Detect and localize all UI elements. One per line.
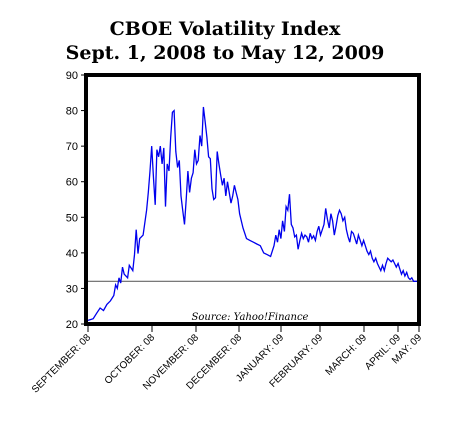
y-tick-label: 60 <box>66 177 78 189</box>
y-tick-label: 20 <box>66 319 78 331</box>
y-tick-label: 40 <box>66 248 78 260</box>
chart-title: CBOE Volatility Index <box>109 18 341 40</box>
plot-frame <box>84 73 421 326</box>
x-tick-label: SEPTEMBER: 08 <box>30 332 93 395</box>
y-tick-label: 80 <box>66 106 78 118</box>
y-tick-label: 70 <box>66 141 78 153</box>
source-note: Source: Yahoo!Finance <box>192 312 309 323</box>
series-line <box>87 106 417 322</box>
chart-subtitle: Sept. 1, 2008 to May 12, 2009 <box>65 42 385 64</box>
y-tick-label: 30 <box>66 283 78 295</box>
y-tick-label: 50 <box>66 212 78 224</box>
y-axis: 20 30 40 50 60 70 80 90 <box>66 70 86 331</box>
y-tick-label: 90 <box>66 70 78 82</box>
x-tick-label: MARCH: 09 <box>324 332 370 378</box>
